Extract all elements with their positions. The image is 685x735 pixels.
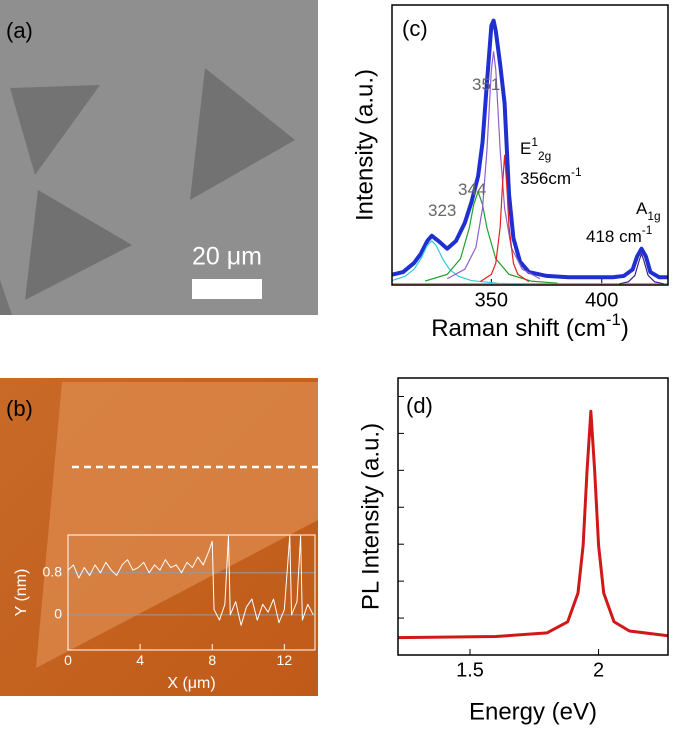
y-axis-label: PL Intensity (a.u.) <box>357 423 384 610</box>
annotation-part: 323 <box>428 201 456 220</box>
flake <box>25 190 132 300</box>
panel-label: (d) <box>406 393 433 418</box>
x-tick-label: 400 <box>585 289 618 311</box>
x-axis-label-part: ) <box>621 315 629 342</box>
annotation-part: -1 <box>571 165 582 179</box>
annotation: 356cm-1 <box>520 165 582 188</box>
annotation: 344 <box>458 180 486 199</box>
flake <box>10 85 100 175</box>
flake <box>36 382 318 668</box>
annotation-part: 1 <box>531 135 538 149</box>
series-line <box>619 253 664 285</box>
x-axis-label: Raman shift (cm-1) <box>431 310 629 342</box>
annotation: A1g <box>636 199 661 223</box>
x-axis-label-part: Raman shift (cm <box>431 315 606 342</box>
y-axis-label: Intensity (a.u.) <box>351 69 378 221</box>
x-tick-label: 12 <box>277 652 293 668</box>
x-axis-label: X (μm) <box>167 675 215 692</box>
x-tick-label: 0 <box>64 652 72 668</box>
annotation-part: 1g <box>647 209 660 223</box>
annotation-part: 2g <box>538 149 551 163</box>
x-tick-label: 1.5 <box>456 659 484 681</box>
annotation-part: A <box>636 199 648 218</box>
panel-label: (c) <box>402 16 428 41</box>
scale-bar <box>192 279 262 299</box>
scale-bar-label: 20 μm <box>192 243 262 271</box>
x-tick-label: 350 <box>475 289 508 311</box>
plot-frame <box>391 4 669 286</box>
annotation: E12g <box>520 135 551 163</box>
y-tick-label: 0 <box>54 606 62 622</box>
series-line <box>392 18 668 280</box>
flake <box>190 68 295 200</box>
series-line <box>68 535 314 626</box>
x-axis-label-part: -1 <box>606 310 621 329</box>
plot-frame <box>397 377 669 656</box>
plot-frame <box>67 534 316 651</box>
annotation-part: 344 <box>458 180 486 199</box>
panel-label: (a) <box>6 18 33 43</box>
annotation-part: E <box>520 139 531 158</box>
x-tick-label: 4 <box>136 652 144 668</box>
x-axis-label: Energy (eV) <box>469 698 597 725</box>
series-line <box>398 409 668 640</box>
panel-label: (b) <box>6 396 33 421</box>
flake <box>0 280 12 315</box>
x-tick-label: 8 <box>208 652 216 668</box>
x-tick-label: 2 <box>593 659 604 681</box>
series-line <box>424 191 558 284</box>
annotation-part: 356cm <box>520 169 571 188</box>
annotation: 351 <box>472 75 500 94</box>
annotation-part: -1 <box>642 223 653 237</box>
annotation: 323 <box>428 201 456 220</box>
series-line <box>392 240 525 285</box>
annotation-part: 418 cm <box>586 227 642 246</box>
y-tick-label: 0.8 <box>43 564 63 580</box>
series-line <box>479 154 530 283</box>
annotation-part: 351 <box>472 75 500 94</box>
y-axis-label: Y (nm) <box>13 569 30 617</box>
annotation: 418 cm-1 <box>586 223 653 246</box>
